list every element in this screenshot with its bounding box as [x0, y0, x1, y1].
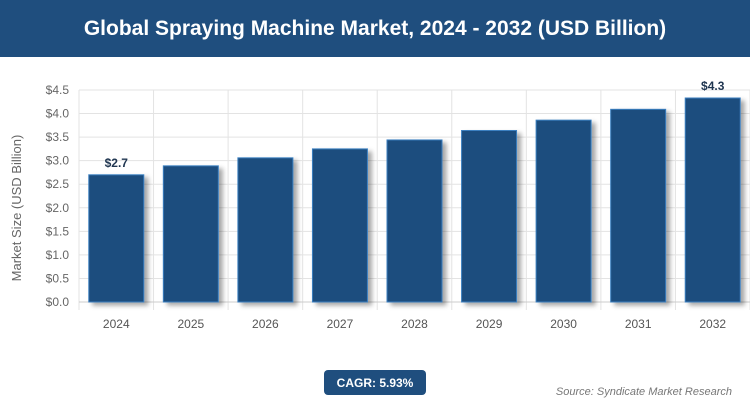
x-tick-label: 2026 — [252, 317, 279, 331]
bar — [684, 97, 741, 303]
y-tick-label: $1.0 — [46, 248, 70, 262]
x-tick-label: 2024 — [103, 317, 130, 331]
x-tick-label: 2027 — [327, 317, 354, 331]
y-tick-label: $3.0 — [46, 154, 70, 168]
x-tick-label: 2025 — [177, 317, 204, 331]
source-note: Source: Syndicate Market Research — [555, 386, 732, 398]
x-tick-label: 2029 — [476, 317, 503, 331]
bar — [386, 139, 443, 303]
y-tick-label: $4.5 — [46, 83, 70, 97]
chart-title: Global Spraying Machine Market, 2024 - 2… — [0, 0, 750, 57]
bar — [311, 148, 368, 303]
y-tick-label: $0.0 — [46, 295, 70, 309]
bar — [610, 108, 667, 303]
cagr-badge: CAGR: 5.93% — [324, 370, 426, 395]
bar — [237, 157, 294, 303]
y-tick-label: $2.0 — [46, 201, 70, 215]
bar — [162, 165, 219, 303]
bar — [88, 174, 145, 303]
y-tick-label: $2.5 — [46, 177, 70, 191]
x-tick-label: 2032 — [699, 317, 726, 331]
y-tick-label: $0.5 — [46, 271, 70, 285]
bar — [535, 119, 592, 303]
y-axis-title: Market Size (USD Billion) — [9, 135, 24, 282]
bar — [461, 130, 518, 303]
x-tick-label: 2028 — [401, 317, 428, 331]
y-tick-label: $4.0 — [46, 107, 70, 121]
data-label: $2.7 — [105, 156, 129, 170]
x-tick-label: 2031 — [625, 317, 652, 331]
y-tick-label: $3.5 — [46, 130, 70, 144]
data-label: $4.3 — [701, 79, 725, 93]
y-tick-label: $1.5 — [46, 224, 70, 238]
x-tick-label: 2030 — [550, 317, 577, 331]
